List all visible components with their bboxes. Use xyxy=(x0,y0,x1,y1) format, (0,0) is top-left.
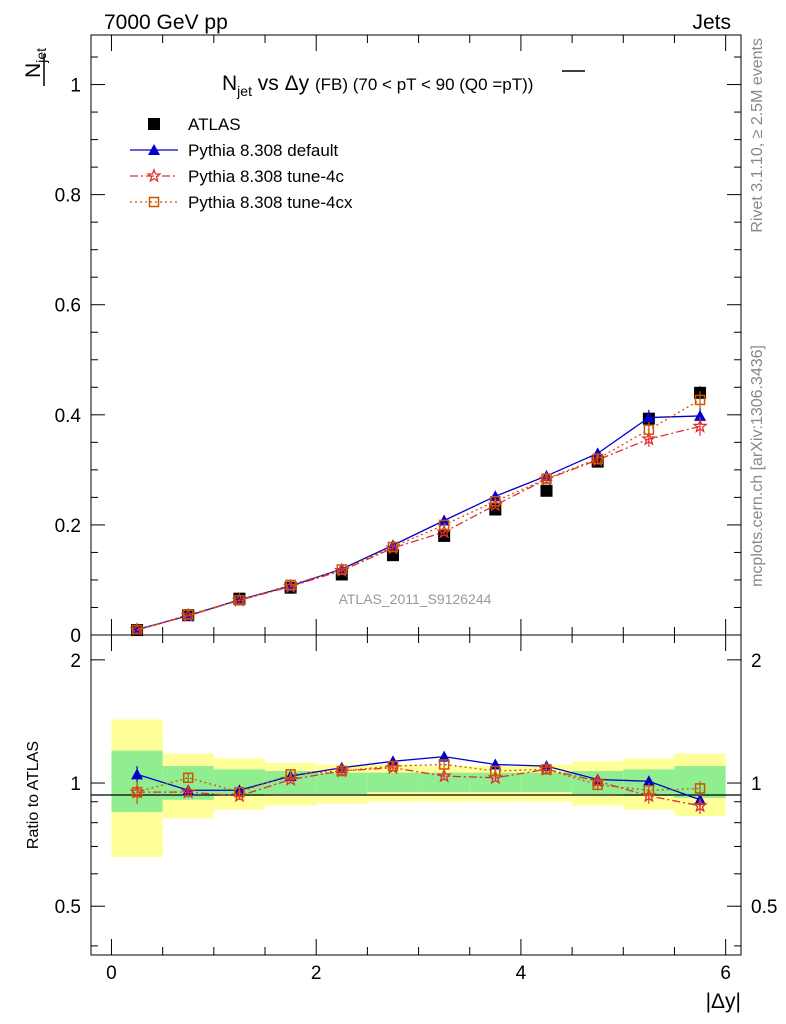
header-left: 7000 GeV pp xyxy=(104,11,228,34)
main-y-ticks: 0 0.2 0.4 0.6 0.8 1 xyxy=(55,56,741,647)
series-pythia-8-308-tune-4cx xyxy=(131,391,706,636)
ratio-data-point xyxy=(592,779,603,791)
ratio-data-point xyxy=(438,759,450,770)
x-axis-label: |Δy| xyxy=(706,990,741,1013)
ratio-series-line xyxy=(136,755,701,801)
legend-marker xyxy=(148,118,160,130)
ratio-data-point xyxy=(438,750,451,762)
ratio-panel: 0.5 0.5 1 1 2 2 0 2 4 6 Ratio to ATLAS |Δy| xyxy=(25,35,777,1013)
data-point xyxy=(694,409,707,421)
data-point xyxy=(540,484,553,497)
rivet-label: Rivet 3.1.10, ≥ 2.5M events xyxy=(749,38,766,233)
ratio-y-tick-label: 0.5 xyxy=(55,897,81,918)
main-panel: 0 0.2 0.4 0.6 0.8 1 Njet Njet vs Δy (FB) (70 … xyxy=(22,34,742,647)
data-point xyxy=(592,453,603,465)
data-point xyxy=(285,579,296,591)
green-band-bin xyxy=(520,772,573,793)
data-point xyxy=(182,609,194,620)
main-title: Njet vs Δy (FB) (70 < pT < 90 (Q0 =pT)) xyxy=(222,72,533,99)
green-band-bin xyxy=(469,772,521,793)
main-y-tick-label: 0.6 xyxy=(55,296,81,317)
ratio-data-point xyxy=(131,768,144,780)
main-y-tick-label: 1 xyxy=(70,76,81,97)
x-tick-label: 2 xyxy=(311,963,322,984)
ratio-data-point xyxy=(387,760,399,772)
ratio-data-point xyxy=(436,768,452,783)
green-band-bin xyxy=(418,772,470,793)
ratio-data-point xyxy=(692,797,708,813)
data-point xyxy=(438,519,450,531)
main-y-tick-label: 0 xyxy=(70,626,81,647)
green-band-bin xyxy=(367,772,419,793)
main-y-label-main: N xyxy=(22,63,45,78)
main-y-tick-label: 0.2 xyxy=(55,516,81,537)
data-point xyxy=(387,541,399,553)
x-tick-label: 0 xyxy=(106,963,117,984)
main-y-label-sub: jet xyxy=(33,48,49,64)
svg-text:Njet: Njet xyxy=(22,48,49,78)
ratio-y-tick-label-right: 1 xyxy=(751,774,762,795)
series-line xyxy=(136,425,701,631)
ratio-y-tick-label: 1 xyxy=(70,774,81,795)
ratio-y-tick-label: 2 xyxy=(70,651,81,672)
ratio-data-point xyxy=(234,786,245,798)
main-y-tick-label: 0.8 xyxy=(55,186,81,207)
watermark: ATLAS_2011_S9126244 xyxy=(339,591,492,607)
title-range: (FB) (70 < pT < 90 (Q0 = xyxy=(315,75,502,94)
title-n-sub: jet xyxy=(236,83,252,99)
data-point xyxy=(692,418,708,433)
ratio-data-point xyxy=(285,769,296,780)
ratio-data-point xyxy=(336,765,348,777)
legend-marker xyxy=(148,144,160,155)
ratio-y-ticks: 0.5 0.5 1 1 2 2 xyxy=(55,651,777,947)
title-n: N xyxy=(222,72,237,95)
ratio-series-pythia-8-308-tune-4cx xyxy=(131,759,706,802)
x-tick-label: 4 xyxy=(516,963,527,984)
legend: ATLAS Pythia 8.308 default Pythia 8.308 tu… xyxy=(130,115,353,212)
data-point xyxy=(490,495,501,507)
main-y-axis-label: Njet xyxy=(22,48,49,86)
title-vs: vs Δy xyxy=(252,72,315,95)
ratio-data-point xyxy=(643,785,655,796)
ratio-series-line xyxy=(137,767,701,807)
data-point xyxy=(541,473,552,484)
main-series-layer xyxy=(129,386,708,637)
title-close: )) xyxy=(522,75,533,94)
x-axis-ticks: 0 2 4 6 xyxy=(106,35,731,984)
title-pt-bar: pT xyxy=(502,75,522,94)
ratio-data-point xyxy=(541,764,552,775)
data-point xyxy=(234,595,245,606)
data-point xyxy=(489,490,502,502)
ratio-data-point xyxy=(131,786,143,798)
ratio-data-point xyxy=(180,784,196,799)
ratio-data-point xyxy=(182,772,194,784)
data-point xyxy=(642,411,655,423)
mcplots-label: mcplots.cern.ch [arXiv:1306.3436] xyxy=(749,345,766,587)
ratio-y-tick-label-right: 2 xyxy=(751,651,762,672)
legend-label: Pythia 8.308 tune-4c xyxy=(188,167,344,186)
ratio-data-point xyxy=(490,765,501,777)
green-band-bin xyxy=(316,772,368,795)
main-y-tick-label: 0.4 xyxy=(55,406,82,427)
data-point xyxy=(694,394,706,406)
data-point xyxy=(643,424,655,435)
header-right: Jets xyxy=(692,11,731,34)
ratio-y-axis-label: Ratio to ATLAS xyxy=(25,741,42,849)
legend-label: ATLAS xyxy=(188,115,241,134)
ratio-series-layer xyxy=(129,750,708,815)
x-tick-label: 6 xyxy=(720,963,731,984)
legend-label: Pythia 8.308 default xyxy=(188,141,339,160)
data-point xyxy=(336,564,348,575)
data-point xyxy=(641,430,657,446)
ratio-data-point xyxy=(694,783,706,794)
ratio-data-point xyxy=(642,775,655,787)
ratio-y-tick-label-right: 0.5 xyxy=(751,897,777,918)
legend-marker xyxy=(148,196,160,208)
legend-marker xyxy=(146,167,162,183)
legend-label: Pythia 8.308 tune-4cx xyxy=(188,193,353,212)
